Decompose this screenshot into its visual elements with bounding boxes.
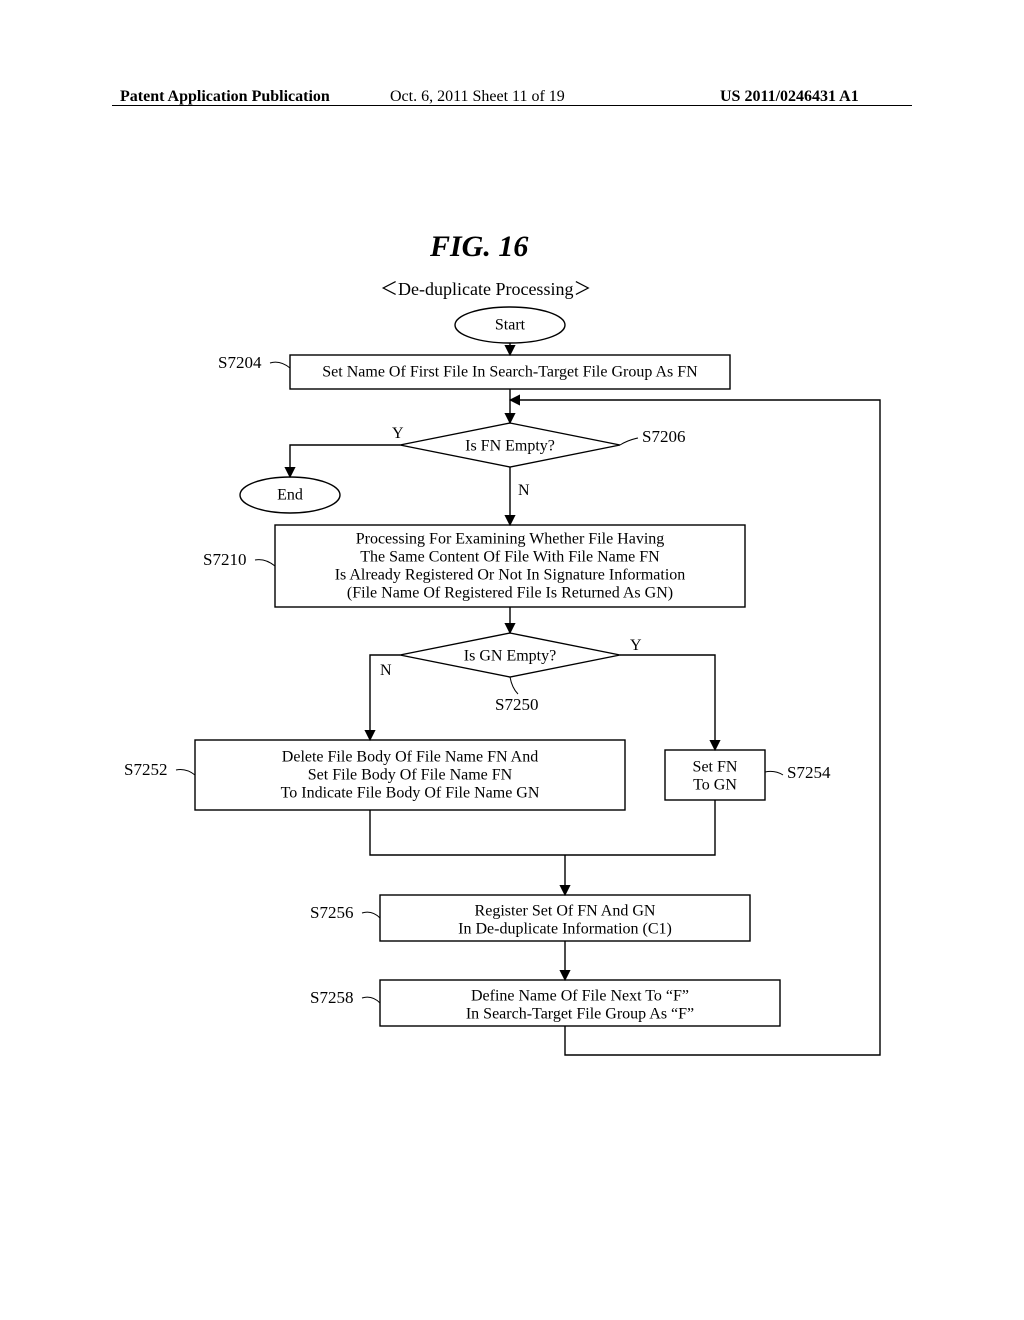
figure-title: FIG. 16 — [430, 230, 528, 264]
node-s7250: Is GN Empty? — [400, 633, 620, 677]
label-s7250-Y: Y — [630, 637, 642, 654]
header-sheet: Oct. 6, 2011 Sheet 11 of 19 — [390, 88, 565, 106]
leader-s7206 — [620, 438, 638, 445]
flowchart: Start Set Name Of First File In Search-T… — [100, 300, 940, 1200]
s7256-l2: In De-duplicate Information (C1) — [458, 921, 672, 938]
label-s7206-N: N — [518, 482, 530, 499]
leader-s7204 — [270, 362, 290, 368]
leader-s7256 — [362, 912, 380, 918]
s7210-l3: Is Already Registered Or Not In Signatur… — [335, 567, 686, 584]
node-start: Start — [455, 307, 565, 343]
s7250-text: Is GN Empty? — [464, 648, 556, 665]
node-s7204: Set Name Of First File In Search-Target … — [290, 355, 730, 389]
figure-subtitle: ＜De-duplicate Processing＞ — [380, 275, 591, 301]
s7256-l1: Register Set Of FN And GN — [475, 903, 656, 920]
node-s7252: Delete File Body Of File Name FN And Set… — [195, 740, 625, 810]
leader-s7250 — [510, 677, 518, 694]
s7210-l2: The Same Content Of File With File Name … — [360, 549, 660, 566]
s7210-l1: Processing For Examining Whether File Ha… — [356, 531, 665, 548]
s7258-l1: Define Name Of File Next To “F” — [471, 988, 689, 1005]
s7210-l4: (File Name Of Registered File Is Returne… — [347, 585, 673, 602]
leader-s7258 — [362, 997, 380, 1003]
end-label: End — [277, 487, 303, 504]
header-rule — [112, 105, 912, 106]
s7252-l3: To Indicate File Body Of File Name GN — [281, 785, 540, 802]
edge-s7250-s7254 — [620, 655, 715, 750]
ref-s7254: S7254 — [787, 763, 831, 782]
s7252-l2: Set File Body Of File Name FN — [308, 767, 513, 784]
node-s7258: Define Name Of File Next To “F” In Searc… — [380, 980, 780, 1026]
edge-s7252-merge — [370, 810, 565, 855]
edge-s7206-end — [290, 445, 400, 477]
ref-s7256: S7256 — [310, 903, 353, 922]
ref-s7210: S7210 — [203, 550, 246, 569]
s7252-l1: Delete File Body Of File Name FN And — [282, 749, 538, 766]
node-s7254: Set FN To GN — [665, 750, 765, 800]
label-s7206-Y: Y — [392, 425, 404, 442]
label-s7250-N: N — [380, 662, 392, 679]
node-end: End — [240, 477, 340, 513]
header-pub: Patent Application Publication — [120, 88, 330, 106]
leader-s7252 — [176, 770, 195, 775]
s7204-text: Set Name Of First File In Search-Target … — [322, 364, 698, 381]
node-s7256: Register Set Of FN And GN In De-duplicat… — [380, 895, 750, 941]
ref-s7258: S7258 — [310, 988, 353, 1007]
node-s7210: Processing For Examining Whether File Ha… — [275, 525, 745, 607]
node-s7206: Is FN Empty? — [400, 423, 620, 467]
leader-s7254 — [765, 771, 783, 775]
ref-s7252: S7252 — [124, 760, 167, 779]
start-label: Start — [495, 317, 526, 334]
ref-s7204: S7204 — [218, 353, 262, 372]
s7206-text: Is FN Empty? — [465, 438, 555, 455]
ref-s7206: S7206 — [642, 427, 685, 446]
s7254-l2: To GN — [693, 777, 737, 794]
s7254-l1: Set FN — [693, 759, 738, 776]
ref-s7250: S7250 — [495, 695, 538, 714]
header-docnum: US 2011/0246431 A1 — [720, 88, 859, 106]
s7258-l2: In Search-Target File Group As “F” — [466, 1006, 694, 1023]
edge-s7254-merge — [565, 800, 715, 855]
leader-s7210 — [255, 560, 275, 566]
